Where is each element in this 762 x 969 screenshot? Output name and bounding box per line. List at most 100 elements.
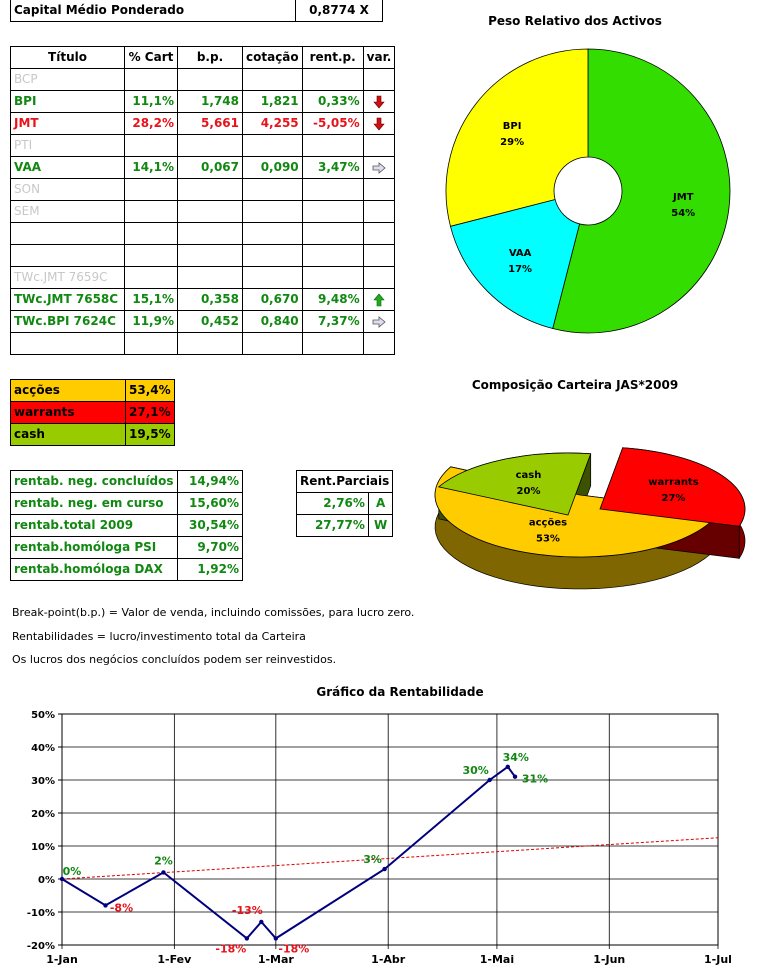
capital-value: 0,8774 X	[295, 0, 383, 22]
donut-slice-vaa	[449, 198, 581, 330]
holding-quote	[242, 266, 303, 289]
holding-var	[362, 112, 396, 135]
line-chart: -20% -10% 0% 10% 20% 30% 40% 50% 1-Jan 1-Fev 1-Mar…	[27, 710, 732, 966]
returns-value: 30,54%	[177, 514, 243, 537]
holding-bp	[177, 222, 243, 245]
data-label: 2%	[154, 854, 173, 867]
returns-row: rentab.total 2009 30,54%	[10, 514, 243, 537]
returns-label: rentab.homóloga PSI	[10, 536, 178, 559]
allocation-row: acções 53,4%	[10, 379, 175, 402]
x-tick-label: 1-Fev	[157, 953, 192, 966]
holding-var	[362, 156, 396, 179]
holding-quote	[242, 200, 303, 223]
pie3d-slice-label: cash	[516, 470, 542, 481]
holdings-header-3: cotação	[242, 46, 303, 69]
capital-label: Capital Médio Ponderado	[10, 0, 296, 22]
line-chart-title: Gráfico da Rentabilidade	[316, 685, 484, 699]
holding-pct	[124, 332, 178, 355]
holding-title: PTI	[10, 134, 125, 157]
table-row: TWc.JMT 7659C	[10, 266, 396, 289]
holding-pct	[124, 178, 178, 201]
holding-title: SEM	[10, 200, 125, 223]
return-line	[61, 765, 516, 940]
data-label: 31%	[522, 773, 548, 786]
pie3d-slice-label: acções	[529, 518, 567, 529]
holdings-header-1: % Cart	[124, 46, 178, 69]
pie3d-slice-cash	[437, 452, 592, 516]
donut-slice-value: 54%	[671, 208, 695, 219]
pie3d-slice-value: 27%	[661, 493, 685, 504]
y-tick-label: -10%	[27, 908, 55, 919]
pie3d-chart: acções 53% warrants 27% cash 20%	[434, 447, 746, 590]
returns-label: rentab. neg. concluídos	[10, 470, 178, 493]
y-tick-label: -20%	[27, 941, 55, 952]
trend-line	[61, 837, 719, 880]
holding-title: TWc.JMT 7658C	[10, 288, 125, 311]
holding-bp	[177, 68, 243, 91]
partials-code: W	[367, 514, 394, 537]
holding-var	[362, 244, 396, 267]
data-point	[487, 777, 492, 783]
partials-table: Rent.Parciais 2,76% A 27,77% W	[295, 470, 394, 537]
y-tick-label: 0%	[38, 875, 55, 886]
holding-bp	[177, 200, 243, 223]
table-row: SEM	[10, 200, 396, 223]
note-breakpoint: Break-point(b.p.) = Valor de venda, incl…	[12, 606, 415, 619]
data-label: -13%	[232, 904, 263, 917]
holding-rent	[301, 200, 364, 223]
donut-slice-label: BPI	[503, 121, 522, 132]
data-point	[244, 936, 250, 941]
table-row: SON	[10, 178, 396, 201]
holding-rent	[301, 222, 364, 245]
x-tick-label: 1-Abr	[371, 953, 406, 966]
holding-rent: 3,47%	[301, 156, 364, 179]
holding-pct: 28,2%	[124, 112, 178, 135]
holding-quote	[242, 178, 303, 201]
holding-var	[362, 266, 396, 289]
holdings-header-0: Título	[10, 46, 125, 69]
donut-slice-jmt	[552, 48, 731, 334]
donut-chart-title: Peso Relativo dos Activos	[488, 14, 662, 28]
holding-bp	[177, 134, 243, 157]
table-row: TWc.BPI 7624C 11,9% 0,452 0,840 7,37%	[10, 310, 396, 333]
holding-rent: 9,48%	[301, 288, 364, 311]
holding-bp: 5,661	[177, 112, 243, 135]
data-label: -18%	[215, 942, 246, 955]
allocation-table: acções 53,4% warrants 27,1% cash 19,5%	[10, 379, 175, 446]
holding-title	[10, 332, 125, 355]
arrow-up-icon	[373, 293, 385, 306]
holding-rent: 7,37%	[301, 310, 364, 333]
holding-quote: 1,821	[242, 90, 303, 113]
data-point	[59, 876, 65, 882]
holding-bp	[177, 244, 243, 267]
holding-quote: 0,670	[242, 288, 303, 311]
holding-pct	[124, 200, 178, 223]
allocation-label: warrants	[10, 401, 126, 424]
allocation-value: 19,5%	[125, 423, 175, 446]
holdings-header-4: rent.p.	[301, 46, 364, 69]
holding-var	[362, 178, 396, 201]
holding-pct: 15,1%	[124, 288, 178, 311]
data-label: 3%	[363, 853, 382, 866]
y-tick-label: 50%	[31, 710, 55, 721]
donut-slice-bpi	[445, 48, 589, 227]
pie3d-slice-warrants	[599, 447, 746, 527]
holding-title: TWc.JMT 7659C	[10, 266, 125, 289]
holding-bp	[177, 178, 243, 201]
partials-header: Rent.Parciais	[295, 470, 394, 493]
holding-var	[362, 310, 396, 333]
data-point	[505, 764, 510, 769]
holding-quote	[242, 244, 303, 267]
arrow-down-icon	[373, 95, 385, 108]
arrow-right-icon	[372, 161, 386, 174]
data-point	[382, 866, 387, 872]
holding-bp: 0,452	[177, 310, 243, 333]
holding-var	[362, 90, 396, 113]
y-tick-label: 40%	[31, 743, 55, 754]
donut-slice-label: JMT	[672, 192, 694, 203]
donut-slice-value: 17%	[508, 264, 532, 275]
returns-table: rentab. neg. concluídos 14,94% rentab. neg…	[10, 470, 243, 581]
y-tick-label: 20%	[31, 809, 55, 820]
table-row: BCP	[10, 68, 396, 91]
returns-row: rentab.homóloga DAX 1,92%	[10, 558, 243, 581]
